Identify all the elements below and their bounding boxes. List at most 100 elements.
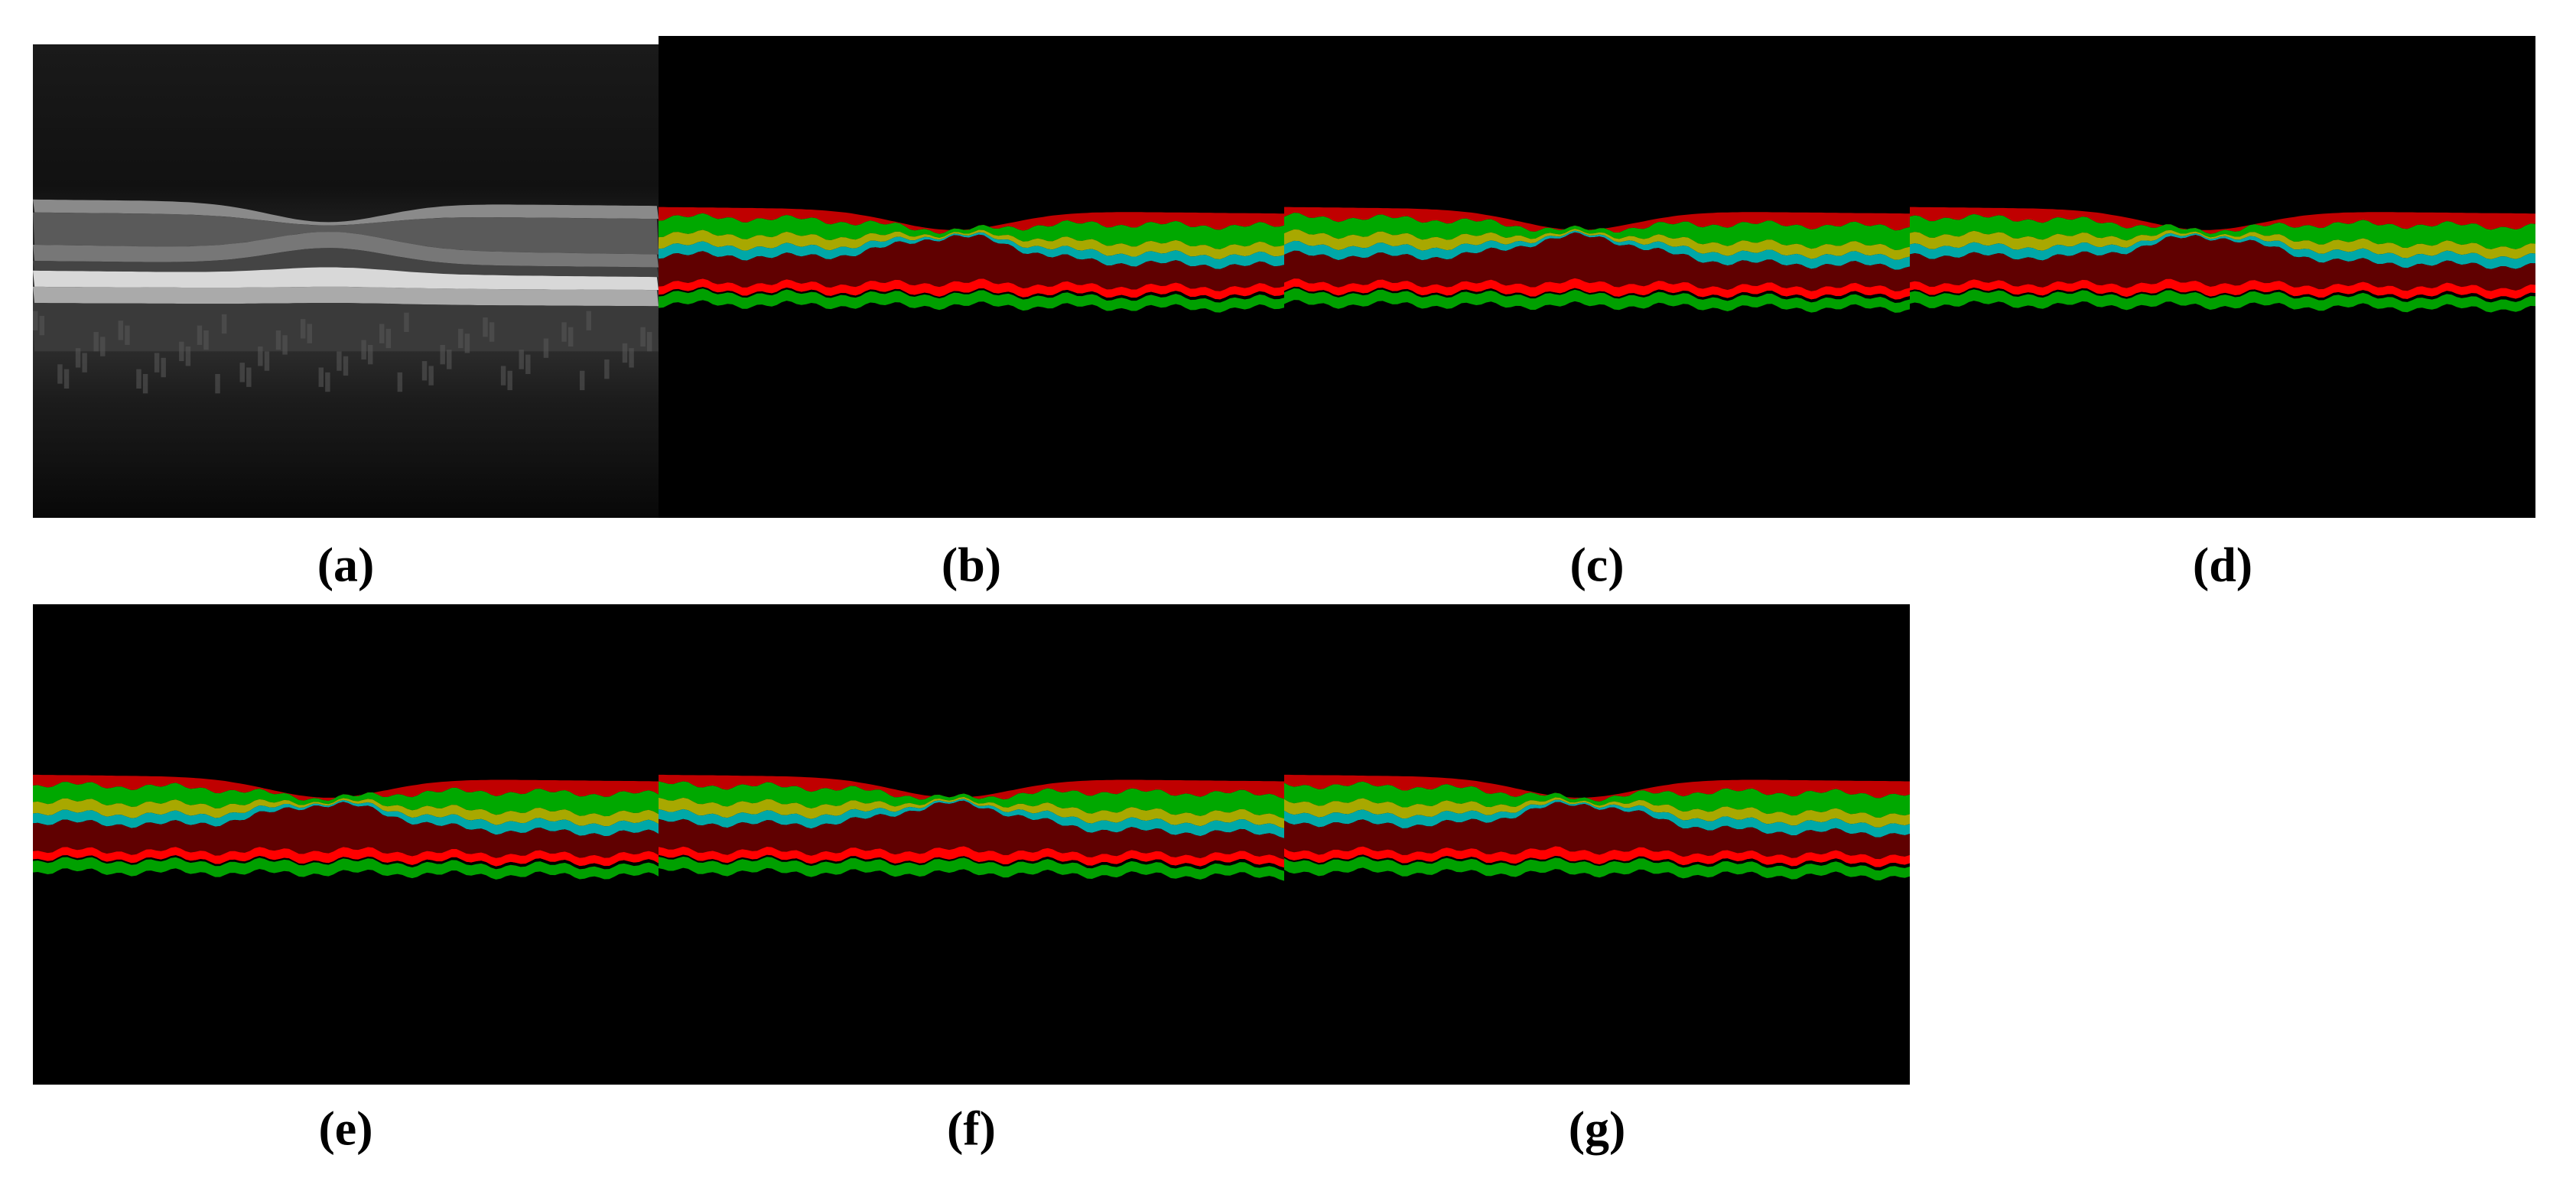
panel-label: (d)	[2193, 538, 2252, 592]
speckle	[397, 372, 403, 392]
image-panel	[1910, 36, 2535, 518]
speckle	[161, 357, 166, 378]
speckle	[561, 322, 567, 342]
segmentation-layer	[1284, 799, 1910, 838]
speckle	[464, 333, 470, 353]
segmentation-layer	[1284, 288, 1910, 313]
speckle	[221, 314, 227, 334]
segmentation-layer	[33, 774, 659, 801]
speckle	[125, 325, 130, 345]
segmentation-layer	[659, 207, 1284, 234]
segmentation-layer	[1910, 213, 2535, 249]
speckle	[428, 366, 434, 386]
segmentation-layer	[1910, 287, 2535, 303]
segmentation-layer	[659, 856, 1284, 881]
speckle	[343, 356, 349, 376]
speckle	[57, 364, 63, 384]
segmentation-layer	[659, 797, 1284, 828]
image-panel	[659, 604, 1284, 1085]
speckle	[203, 330, 209, 350]
image-panel	[1284, 604, 1910, 1085]
image-panel	[1284, 36, 1910, 518]
speckle	[264, 351, 270, 371]
speckle	[136, 369, 141, 389]
speckle	[447, 350, 452, 369]
retina-layer	[33, 303, 659, 352]
speckle	[118, 320, 124, 340]
image-panel	[659, 36, 1284, 518]
panel-label: (g)	[1569, 1101, 1626, 1156]
speckle	[507, 370, 512, 391]
image-panel	[33, 604, 659, 1085]
speckle	[489, 322, 495, 342]
speckle	[622, 343, 628, 363]
segmentation-layer	[659, 287, 1284, 303]
segmentation-layer	[33, 802, 659, 858]
segmentation-layer	[1284, 232, 1910, 291]
speckle	[367, 344, 373, 365]
segmentation-layer	[659, 213, 1284, 249]
speckle	[258, 346, 263, 366]
speckle	[525, 354, 531, 374]
segmentation-layer	[1284, 781, 1910, 818]
image-panel	[33, 44, 659, 518]
segmentation-layer	[1910, 207, 2535, 234]
segmentation-layer	[659, 774, 1284, 800]
retina-layer	[33, 199, 659, 226]
segmentation-layer	[659, 288, 1284, 313]
segmentation-layer	[1284, 774, 1910, 802]
segmentation-layer	[1910, 233, 2535, 269]
speckle	[215, 373, 220, 394]
segmentation-layer	[1910, 278, 2535, 300]
panel-label: (a)	[317, 538, 375, 592]
segmentation-layer	[1284, 207, 1910, 233]
panel-label: (e)	[318, 1101, 372, 1156]
speckle	[440, 344, 445, 365]
speckle	[282, 335, 288, 355]
speckle	[100, 337, 106, 356]
speckle	[185, 346, 191, 366]
speckle	[640, 327, 646, 347]
segmentation-layer	[1284, 213, 1910, 250]
speckle	[275, 330, 281, 350]
speckle	[579, 370, 585, 391]
speckle	[75, 348, 81, 368]
speckle	[604, 359, 610, 379]
speckle	[63, 369, 70, 389]
segmentation-layer	[659, 278, 1284, 300]
segmentation-layer	[659, 846, 1284, 868]
speckle	[318, 367, 324, 387]
speckle	[385, 328, 392, 349]
speckle	[379, 324, 385, 343]
retina-layer	[33, 286, 659, 307]
speckle	[197, 325, 203, 345]
segmentation-layer	[33, 855, 659, 870]
segmentation-layer	[659, 229, 1284, 259]
speckle	[568, 327, 574, 347]
segmentation-layer	[1284, 797, 1910, 828]
segmentation-layer	[1284, 846, 1910, 867]
speckle	[337, 351, 342, 371]
speckle	[586, 311, 591, 330]
segmentation-layer	[659, 800, 1284, 860]
segmentation-layer	[1910, 235, 2535, 291]
speckle	[500, 366, 506, 386]
segmentation-layer	[1284, 856, 1910, 880]
segmentation-layer	[33, 798, 659, 827]
panel-label: (c)	[1569, 538, 1624, 592]
panel-label: (f)	[947, 1101, 996, 1156]
segmentation-layer	[33, 857, 659, 880]
speckle	[246, 367, 252, 387]
retina-layer	[33, 232, 659, 268]
segmentation-layer	[33, 799, 659, 837]
speckle	[458, 328, 463, 349]
retina-layer	[33, 248, 659, 278]
speckle	[307, 324, 312, 343]
speckle	[93, 332, 99, 352]
segmentation-layer	[1284, 229, 1910, 260]
speckle	[404, 312, 409, 333]
segmentation-layer	[1284, 802, 1910, 860]
segmentation-layer	[33, 847, 659, 867]
speckle	[154, 353, 160, 373]
